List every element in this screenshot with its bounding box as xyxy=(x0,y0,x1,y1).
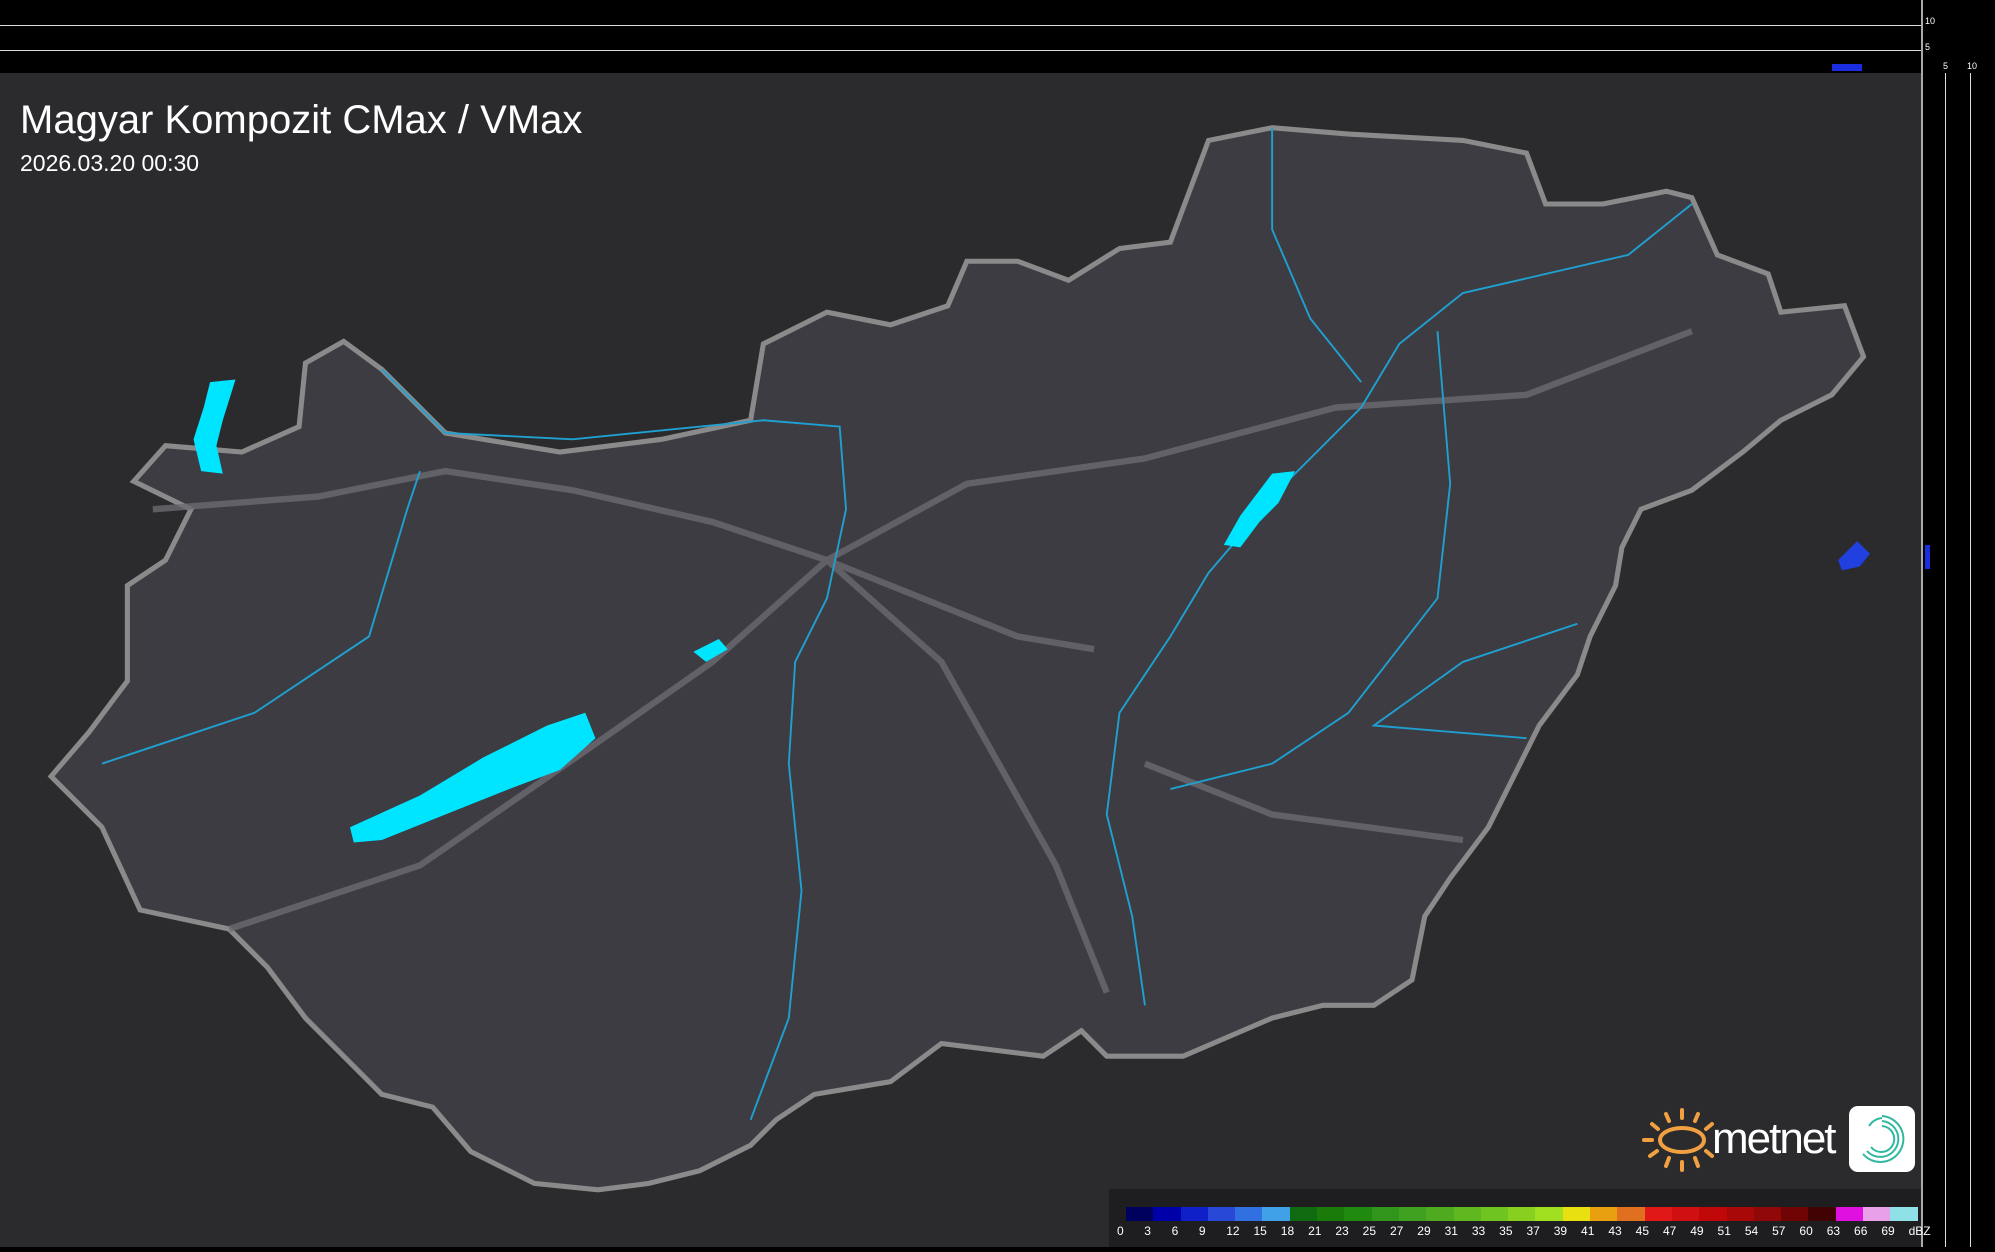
legend-swatch xyxy=(1535,1207,1563,1221)
legend-swatch xyxy=(1262,1207,1290,1221)
legend-label: 49 xyxy=(1690,1224,1704,1238)
legend-label: 63 xyxy=(1826,1224,1841,1238)
swirl-icon xyxy=(1861,1115,1904,1163)
legend-swatch xyxy=(1289,1207,1318,1221)
lakes xyxy=(193,379,1296,843)
legend-swatch xyxy=(1835,1207,1864,1221)
tick-label: 5 xyxy=(1943,61,1949,71)
legend-swatch xyxy=(1207,1207,1236,1221)
top-profile-panel xyxy=(0,0,1921,75)
radar-echo-projection xyxy=(1832,64,1862,71)
gridline xyxy=(1945,73,1946,1247)
legend-unit: dBZ xyxy=(1908,1224,1931,1238)
sun-icon xyxy=(1642,1108,1714,1172)
legend-label: 33 xyxy=(1471,1224,1486,1238)
tick-label: 10 xyxy=(1925,16,1936,26)
legend-label: 39 xyxy=(1553,1224,1568,1238)
legend-label: 45 xyxy=(1635,1224,1649,1238)
legend-label: 6 xyxy=(1171,1224,1179,1238)
legend-label: 15 xyxy=(1253,1224,1267,1238)
legend-swatch xyxy=(1398,1207,1427,1221)
legend-swatch xyxy=(1508,1207,1536,1221)
legend-labels: 0 3 6 9 12 15 18 21 23 25 27 29 31 33 35 37 39 41 43 45 47 49… xyxy=(1117,1224,1936,1238)
legend-swatch xyxy=(1863,1207,1891,1221)
lake-velence xyxy=(693,639,728,662)
legend-label: 0 xyxy=(1117,1224,1124,1238)
legend-swatch xyxy=(1344,1207,1372,1221)
legend-label: 31 xyxy=(1444,1224,1458,1238)
side-profile-panel: 5 10 xyxy=(1921,0,1995,1247)
radar-echo-projection xyxy=(1925,545,1930,569)
radar-map[interactable] xyxy=(0,73,1921,1247)
legend-swatch xyxy=(1699,1207,1727,1221)
legend-label: 21 xyxy=(1308,1224,1322,1238)
legend-swatch xyxy=(1726,1207,1754,1221)
major-roads xyxy=(152,328,1694,994)
gridline xyxy=(0,25,1921,26)
legend-label: 51 xyxy=(1717,1224,1731,1238)
legend-swatch xyxy=(1590,1207,1618,1221)
metnet-logo[interactable]: metnet xyxy=(1638,1104,1915,1174)
legend-label: 60 xyxy=(1799,1224,1813,1238)
lake-tisza xyxy=(1223,471,1296,548)
legend-label: 41 xyxy=(1581,1224,1595,1238)
map-canvas xyxy=(47,125,1870,1193)
legend-label: 57 xyxy=(1772,1224,1786,1238)
lake-balaton xyxy=(349,712,596,843)
legend-label: 43 xyxy=(1608,1224,1622,1238)
legend-swatches xyxy=(1126,1207,1918,1221)
legend-swatch xyxy=(1753,1207,1782,1221)
legend-swatch xyxy=(1153,1207,1181,1221)
legend-label: 18 xyxy=(1280,1224,1295,1238)
legend-label: 47 xyxy=(1662,1224,1677,1238)
legend-swatch xyxy=(1562,1207,1591,1221)
legend-swatch xyxy=(1644,1207,1672,1221)
legend-label: 66 xyxy=(1854,1224,1868,1238)
legend-swatch xyxy=(1235,1207,1263,1221)
legend-swatch xyxy=(1317,1207,1345,1221)
legend-swatch xyxy=(1180,1207,1208,1221)
legend-label: 25 xyxy=(1362,1224,1377,1238)
legend-swatch xyxy=(1426,1207,1454,1221)
metnet-logo-text: metnet xyxy=(1712,1114,1837,1163)
legend-label: 27 xyxy=(1389,1224,1404,1238)
legend-swatch xyxy=(1453,1207,1481,1221)
legend-label: 3 xyxy=(1144,1224,1151,1238)
legend-swatch xyxy=(1617,1207,1645,1221)
dbz-color-legend: 0 3 6 9 12 15 18 21 23 25 27 29 31 33 35 37 39 41 43 45 47 49… xyxy=(1109,1189,1931,1247)
tick-label: 5 xyxy=(1925,42,1931,52)
legend-label: 9 xyxy=(1198,1224,1206,1238)
app-icon xyxy=(1848,1106,1915,1172)
legend-swatch xyxy=(1671,1207,1700,1221)
map-timestamp: 2026.03.20 00:30 xyxy=(20,150,200,176)
legend-swatch xyxy=(1781,1207,1809,1221)
legend-label: 35 xyxy=(1499,1224,1513,1238)
map-title: Magyar Kompozit CMax / VMax xyxy=(20,98,583,142)
legend-label: 54 xyxy=(1744,1224,1759,1238)
legend-swatch xyxy=(1808,1207,1836,1221)
legend-label: 37 xyxy=(1526,1224,1540,1238)
gridline xyxy=(1970,73,1971,1247)
legend-label: 23 xyxy=(1335,1224,1349,1238)
legend-label: 69 xyxy=(1881,1224,1895,1238)
legend-label: 29 xyxy=(1417,1224,1431,1238)
legend-swatch xyxy=(1371,1207,1399,1221)
tick-label: 10 xyxy=(1967,61,1978,71)
gridline xyxy=(0,50,1921,51)
legend-label: 12 xyxy=(1226,1224,1240,1238)
lake-ferto xyxy=(193,379,236,474)
legend-swatch xyxy=(1480,1207,1509,1221)
hungary-outline xyxy=(47,125,1867,1193)
radar-echo xyxy=(1838,541,1870,571)
legend-swatch xyxy=(1126,1207,1154,1221)
legend-swatch xyxy=(1890,1207,1918,1221)
